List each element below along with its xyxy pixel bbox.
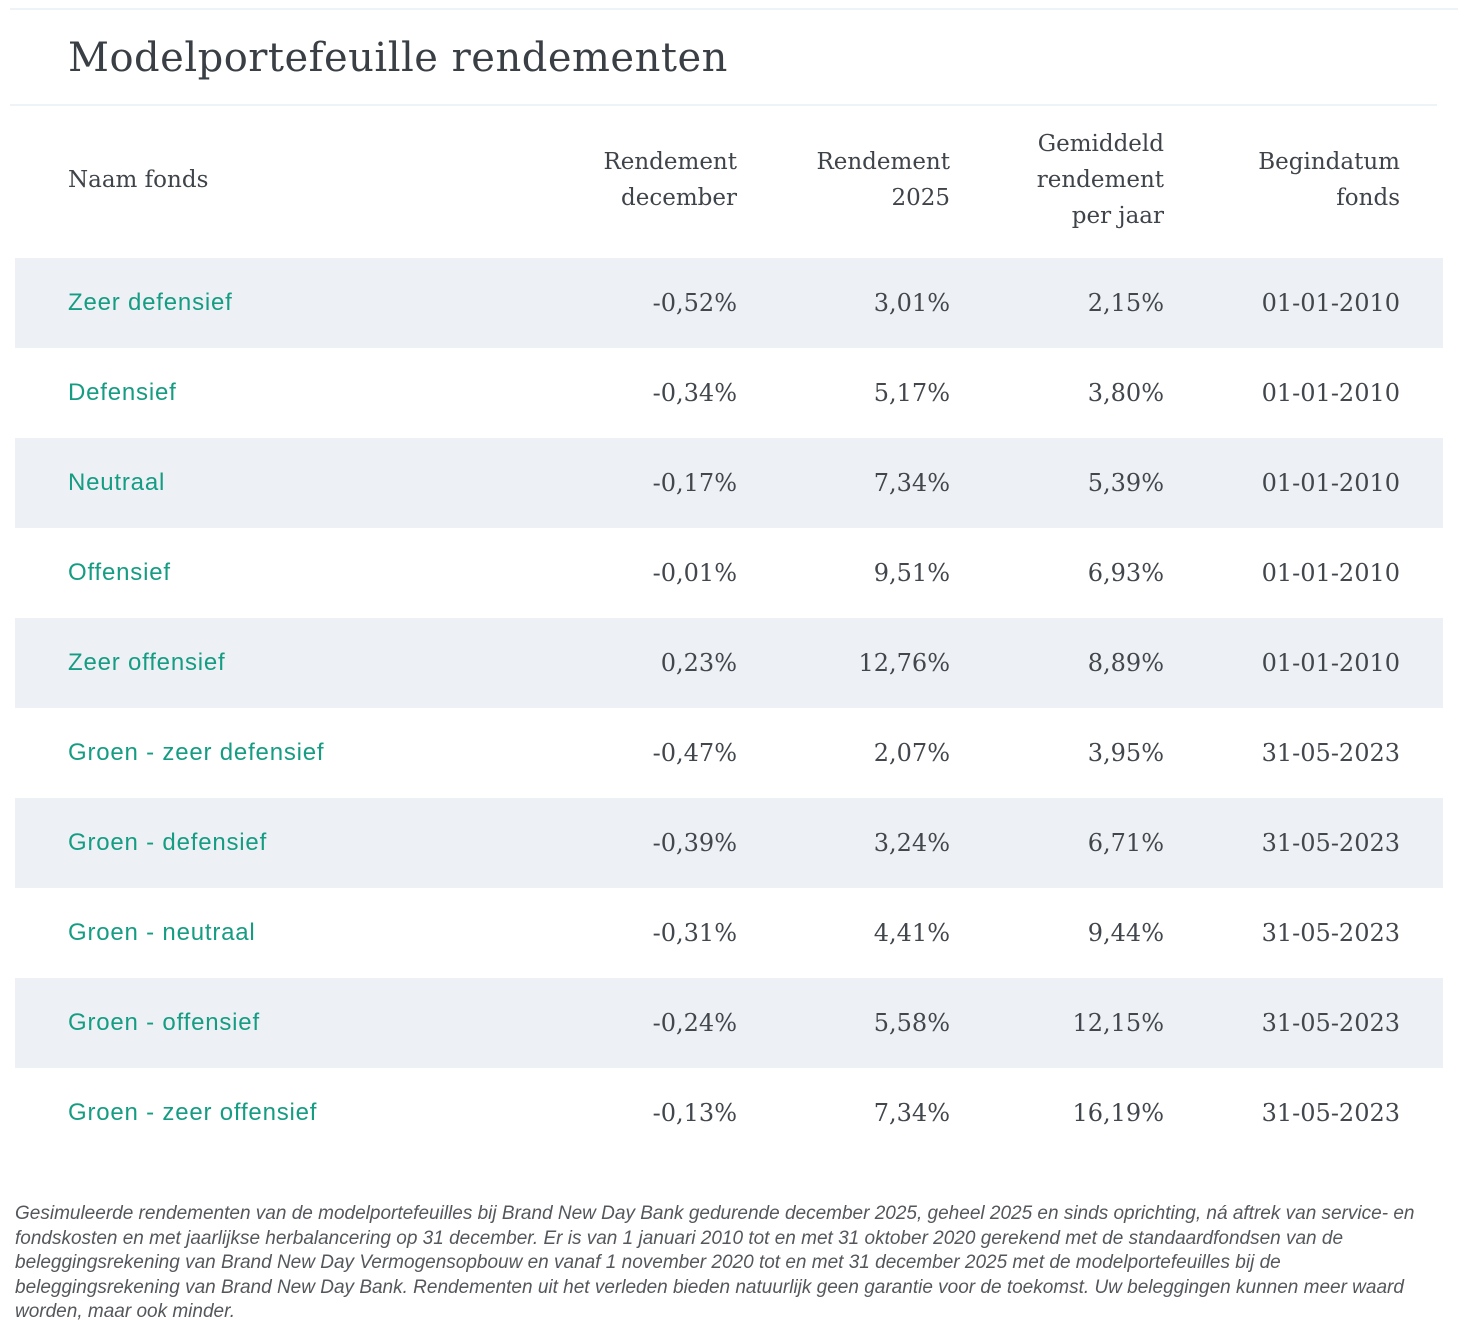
gemiddeld-rendement-value: 3,95%: [1087, 739, 1164, 767]
table-row-groen-offensief: Groen - offensief -0,24% 5,58% 12,15% 31…: [15, 978, 1443, 1068]
column-header-rendement-december: Rendement december: [603, 149, 737, 211]
gemiddeld-rendement-value: 16,19%: [1072, 1099, 1164, 1127]
fund-name-link[interactable]: Neutraal: [68, 469, 166, 496]
top-divider: [10, 8, 1458, 10]
table-header-row: Naam fonds Rendement december Rendement …: [15, 106, 1443, 258]
begindatum-value: 31-05-2023: [1261, 739, 1400, 767]
begindatum-value: 31-05-2023: [1261, 829, 1400, 857]
begindatum-value: 01-01-2010: [1261, 559, 1400, 587]
table-row-groen-zeer-offensief: Groen - zeer offensief -0,13% 7,34% 16,1…: [15, 1068, 1443, 1158]
gemiddeld-rendement-value: 3,80%: [1087, 379, 1164, 407]
fund-name-link[interactable]: Groen - offensief: [68, 1009, 260, 1036]
table-row-zeer-offensief: Zeer offensief 0,23% 12,76% 8,89% 01-01-…: [15, 618, 1443, 708]
column-header-begindatum-fonds: Begindatum fonds: [1258, 149, 1400, 211]
begindatum-value: 01-01-2010: [1261, 469, 1400, 497]
rendement-2025-value: 3,24%: [873, 829, 950, 857]
rendement-december-value: -0,39%: [652, 829, 737, 857]
table-row-groen-defensief: Groen - defensief -0,39% 3,24% 6,71% 31-…: [15, 798, 1443, 888]
gemiddeld-rendement-value: 12,15%: [1072, 1009, 1164, 1037]
rendement-december-value: -0,47%: [652, 739, 737, 767]
returns-table: Naam fonds Rendement december Rendement …: [15, 106, 1443, 1158]
rendement-december-value: -0,31%: [652, 919, 737, 947]
rendement-december-value: 0,23%: [660, 649, 737, 677]
gemiddeld-rendement-value: 2,15%: [1087, 289, 1164, 317]
begindatum-value: 31-05-2023: [1261, 1099, 1400, 1127]
table-row-neutraal: Neutraal -0,17% 7,34% 5,39% 01-01-2010: [15, 438, 1443, 528]
rendement-2025-value: 5,58%: [873, 1009, 950, 1037]
column-header-gemiddeld-rendement: Gemiddeld rendement per jaar: [1036, 131, 1164, 229]
gemiddeld-rendement-value: 6,93%: [1087, 559, 1164, 587]
fund-name-link[interactable]: Defensief: [68, 379, 177, 406]
table-row-offensief: Offensief -0,01% 9,51% 6,93% 01-01-2010: [15, 528, 1443, 618]
gemiddeld-rendement-value: 9,44%: [1087, 919, 1164, 947]
page-title: Modelportefeuille rendementen: [68, 35, 728, 81]
rendement-december-value: -0,01%: [652, 559, 737, 587]
rendement-2025-value: 7,34%: [873, 1099, 950, 1127]
gemiddeld-rendement-value: 8,89%: [1087, 649, 1164, 677]
rendement-2025-value: 12,76%: [858, 649, 950, 677]
rendement-december-value: -0,34%: [652, 379, 737, 407]
rendement-2025-value: 3,01%: [873, 289, 950, 317]
begindatum-value: 01-01-2010: [1261, 379, 1400, 407]
begindatum-value: 31-05-2023: [1261, 1009, 1400, 1037]
rendement-december-value: -0,17%: [652, 469, 737, 497]
rendement-december-value: -0,13%: [652, 1099, 737, 1127]
rendement-2025-value: 2,07%: [873, 739, 950, 767]
table-row-defensief: Defensief -0,34% 5,17% 3,80% 01-01-2010: [15, 348, 1443, 438]
begindatum-value: 01-01-2010: [1261, 649, 1400, 677]
rendement-december-value: -0,24%: [652, 1009, 737, 1037]
gemiddeld-rendement-value: 6,71%: [1087, 829, 1164, 857]
table-body: Zeer defensief -0,52% 3,01% 2,15% 01-01-…: [15, 258, 1443, 1158]
fund-name-link[interactable]: Groen - zeer offensief: [68, 1099, 318, 1126]
gemiddeld-rendement-value: 5,39%: [1087, 469, 1164, 497]
rendement-2025-value: 4,41%: [873, 919, 950, 947]
fund-name-link[interactable]: Groen - zeer defensief: [68, 739, 325, 766]
column-header-rendement-2025: Rendement 2025: [816, 149, 950, 211]
table-row-zeer-defensief: Zeer defensief -0,52% 3,01% 2,15% 01-01-…: [15, 258, 1443, 348]
fund-name-link[interactable]: Zeer defensief: [68, 289, 233, 316]
title-divider: [10, 104, 1437, 106]
fund-name-link[interactable]: Groen - neutraal: [68, 919, 256, 946]
rendement-2025-value: 5,17%: [873, 379, 950, 407]
rendement-2025-value: 7,34%: [873, 469, 950, 497]
rendement-december-value: -0,52%: [652, 289, 737, 317]
table-row-groen-zeer-defensief: Groen - zeer defensief -0,47% 2,07% 3,95…: [15, 708, 1443, 798]
fund-name-link[interactable]: Groen - defensief: [68, 829, 268, 856]
fund-name-link[interactable]: Offensief: [68, 559, 171, 586]
fund-name-link[interactable]: Zeer offensief: [68, 649, 226, 676]
begindatum-value: 31-05-2023: [1261, 919, 1400, 947]
model-portfolio-returns-page: Modelportefeuille rendementen Naam fonds…: [0, 8, 1458, 1335]
begindatum-value: 01-01-2010: [1261, 289, 1400, 317]
rendement-2025-value: 9,51%: [873, 559, 950, 587]
table-row-groen-neutraal: Groen - neutraal -0,31% 4,41% 9,44% 31-0…: [15, 888, 1443, 978]
disclaimer-text: Gesimuleerde rendementen van de modelpor…: [15, 1203, 1415, 1322]
column-header-naam-fonds: Naam fonds: [68, 167, 209, 193]
